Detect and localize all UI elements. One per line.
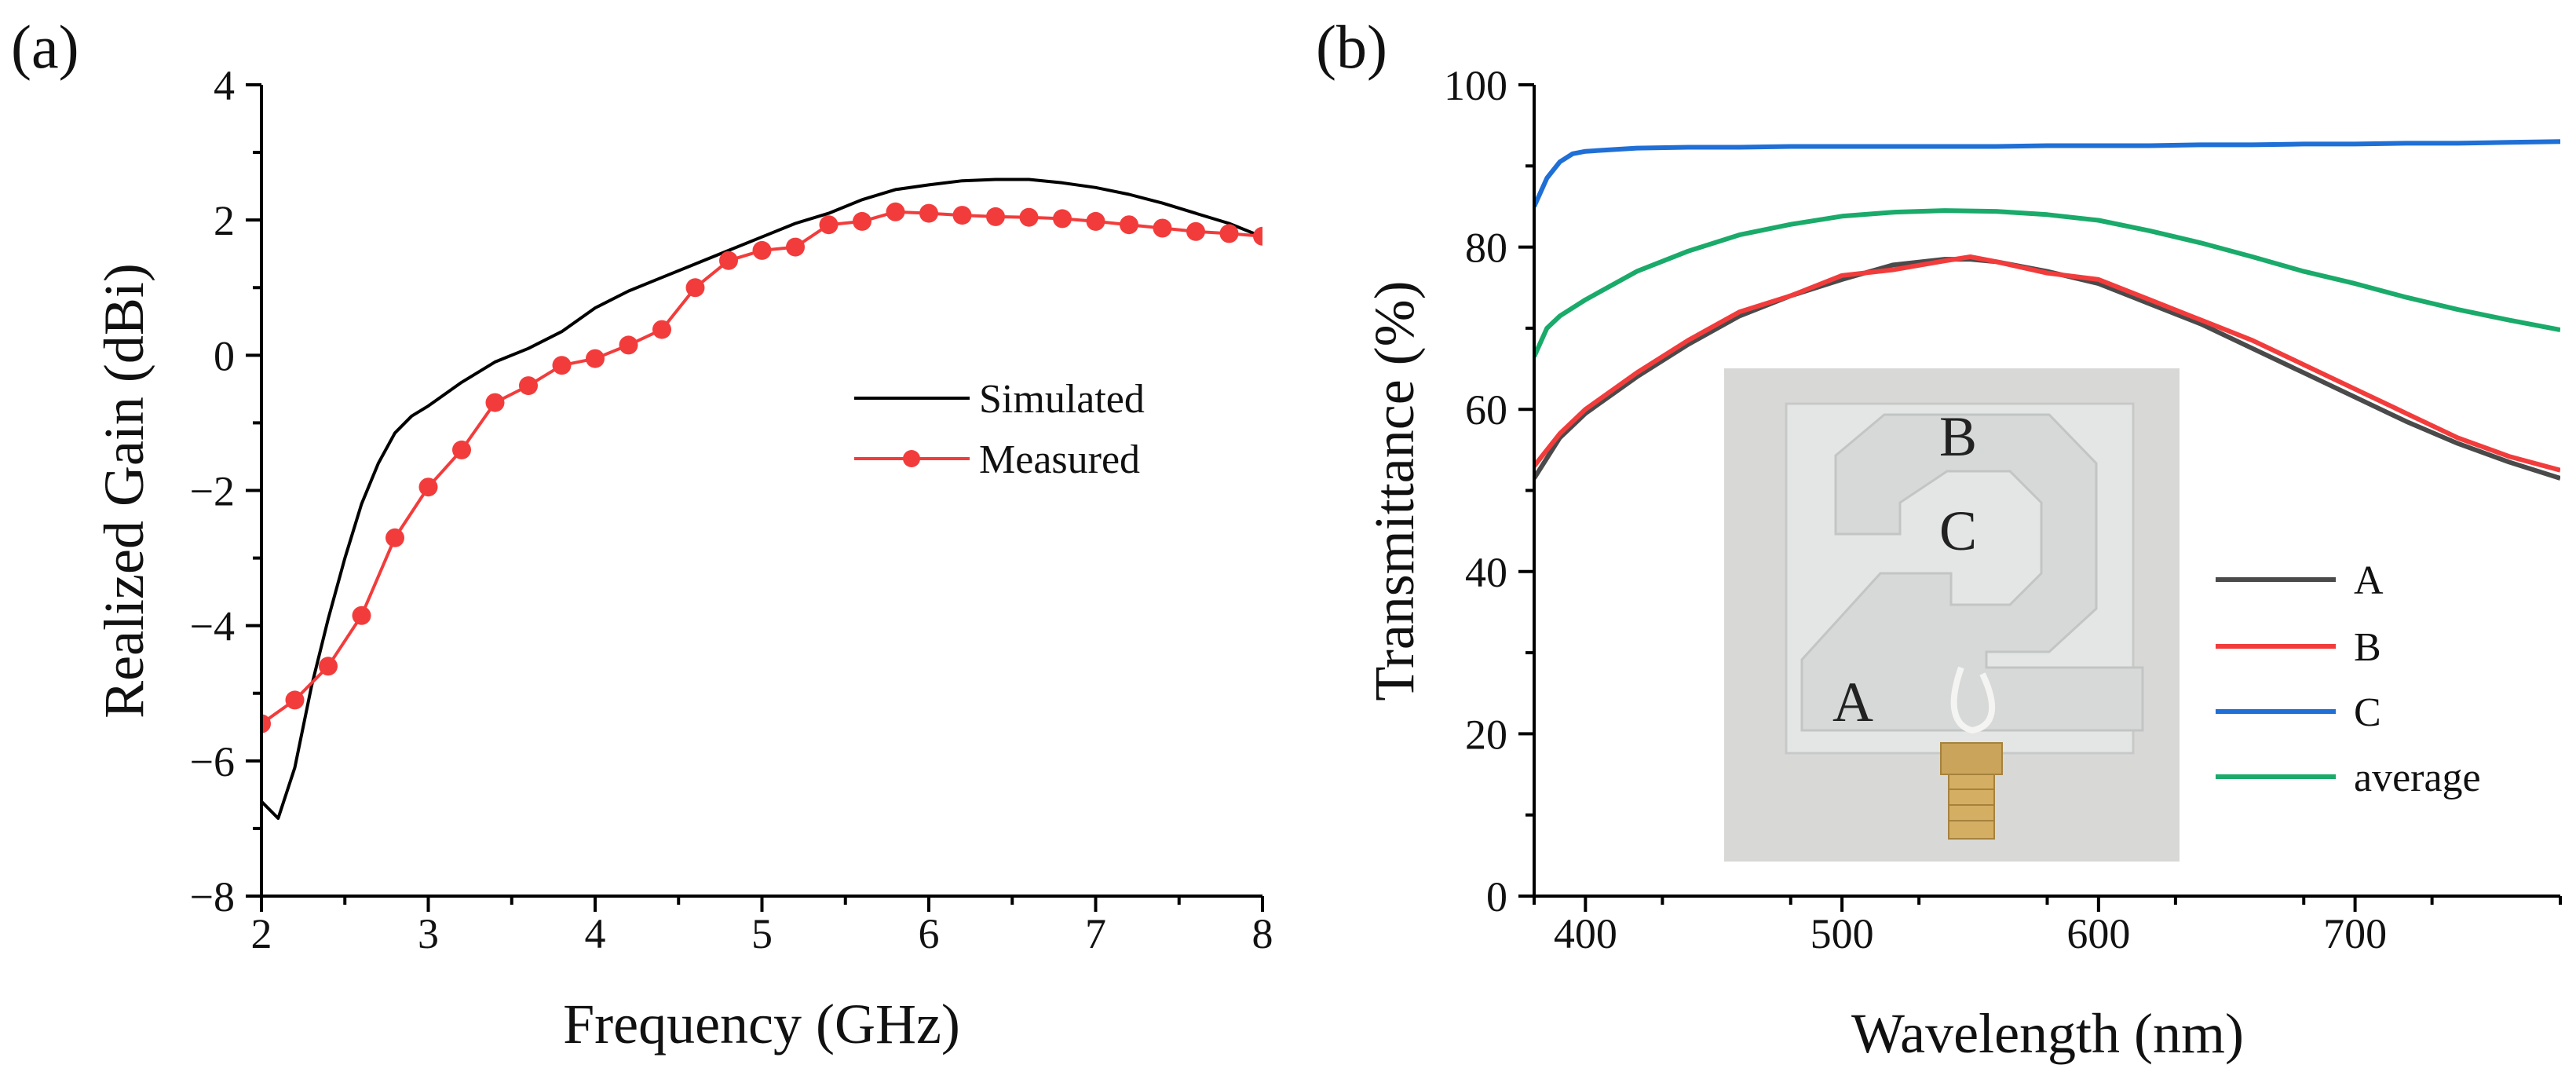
x-tick-label-a: 3	[418, 910, 439, 957]
x-axis-title-a: Frequency (GHz)	[563, 993, 960, 1056]
data-point-measured	[853, 211, 871, 231]
panel-label-b: (b)	[1316, 13, 1387, 81]
feed-wire	[1950, 666, 1995, 734]
x-tick-label-b: 500	[1811, 910, 1874, 957]
legend-marker-measured	[903, 450, 920, 467]
data-point-measured	[1219, 224, 1239, 243]
x-tick-label-b: 400	[1554, 910, 1617, 957]
y-tick-label-b: 80	[1465, 225, 1507, 272]
y-tick-label-b: 100	[1444, 62, 1507, 109]
legend-label-b: B	[2354, 625, 2381, 670]
x-tick-label-b: 600	[2066, 910, 2130, 957]
legend-label-simulated: Simulated	[979, 377, 1145, 422]
x-tick-label-b: 700	[2323, 910, 2387, 957]
data-point-measured	[1053, 209, 1072, 229]
legend-label-average: average	[2354, 756, 2481, 800]
legend-a: Simulated Measured	[854, 377, 1145, 482]
inset-label-c: C	[1939, 499, 1977, 562]
y-tick-label-b: 0	[1486, 873, 1507, 920]
data-point-measured	[385, 528, 404, 547]
data-point-measured	[685, 278, 705, 298]
data-point-measured	[285, 690, 305, 710]
data-point-measured	[719, 251, 738, 270]
sma-connector-body	[1948, 774, 1995, 840]
inset-label-b: B	[1939, 405, 1977, 468]
data-point-measured	[1019, 207, 1039, 227]
y-tick-label-a: −2	[190, 468, 235, 515]
data-point-measured	[952, 206, 972, 225]
inset-label-a: A	[1832, 671, 1873, 734]
data-point-measured	[1186, 221, 1205, 241]
y-tick-label-b: 40	[1465, 549, 1507, 596]
x-tick-label-a: 7	[1085, 910, 1106, 957]
y-tick-label-a: 4	[214, 62, 235, 109]
data-point-measured	[986, 207, 1005, 226]
y-axis-title-a: Realized Gain (dBi)	[93, 263, 155, 719]
x-tick-label-a: 4	[585, 910, 606, 957]
data-point-measured	[352, 606, 371, 625]
series-line-c	[1534, 139, 2560, 208]
data-point-measured	[786, 237, 805, 257]
antenna-photo-inset: B C A	[1724, 368, 2180, 862]
data-point-measured	[1120, 215, 1138, 235]
data-point-measured	[619, 335, 638, 355]
x-tick-label-a: 2	[251, 910, 272, 957]
legend-b: A B C average	[2216, 558, 2481, 800]
data-point-measured	[519, 376, 538, 396]
data-point-measured	[319, 657, 338, 676]
y-axis-title-b: Transmittance (%)	[1363, 280, 1426, 701]
data-point-measured	[1153, 218, 1172, 238]
data-point-measured	[919, 203, 938, 223]
data-point-measured	[752, 240, 772, 260]
x-axis-title-b: Wavelength (nm)	[1851, 1002, 2244, 1065]
chart-panel-a: (a) 2 3 4 5 6 7 8 −8 −6 −4 −2 0 2 4 Frequency (GHz) R…	[11, 13, 1273, 1056]
chart-panel-b: (b) B C A 400 500 600 700 0 20 40 60 80 100 Wavel…	[1316, 13, 2562, 1065]
data-point-measured	[485, 393, 505, 412]
y-tick-label-b: 60	[1465, 386, 1507, 434]
data-point-measured	[819, 215, 839, 235]
series-line-b	[1534, 254, 2560, 473]
legend-label-a: A	[2354, 558, 2384, 603]
data-point-measured	[261, 714, 271, 734]
data-point-measured	[652, 320, 671, 339]
antenna-patch-shape	[1800, 413, 2144, 732]
x-tick-label-a: 6	[919, 910, 940, 957]
data-point-measured	[1253, 226, 1262, 246]
data-point-measured	[1086, 211, 1105, 231]
panel-label-a: (a)	[11, 13, 79, 81]
y-tick-label-a: 2	[214, 197, 235, 244]
y-tick-label-a: −6	[190, 738, 235, 785]
x-tick-label-a: 5	[751, 910, 773, 957]
y-tick-label-a: −4	[190, 603, 235, 650]
data-point-measured	[586, 349, 605, 368]
legend-label-c: C	[2354, 690, 2381, 735]
sma-connector-nut	[1940, 742, 2003, 775]
data-point-measured	[452, 440, 471, 459]
data-point-measured	[418, 477, 438, 497]
y-tick-label-b: 20	[1465, 711, 1507, 758]
data-point-measured	[886, 202, 905, 221]
legend-label-measured: Measured	[979, 437, 1140, 482]
y-tick-label-a: −8	[190, 873, 235, 920]
x-tick-label-a: 8	[1252, 910, 1273, 957]
series-line-average	[1534, 208, 2560, 358]
series-line-simulated	[261, 177, 1262, 820]
data-point-measured	[552, 356, 572, 375]
y-tick-label-a: 0	[214, 332, 235, 379]
